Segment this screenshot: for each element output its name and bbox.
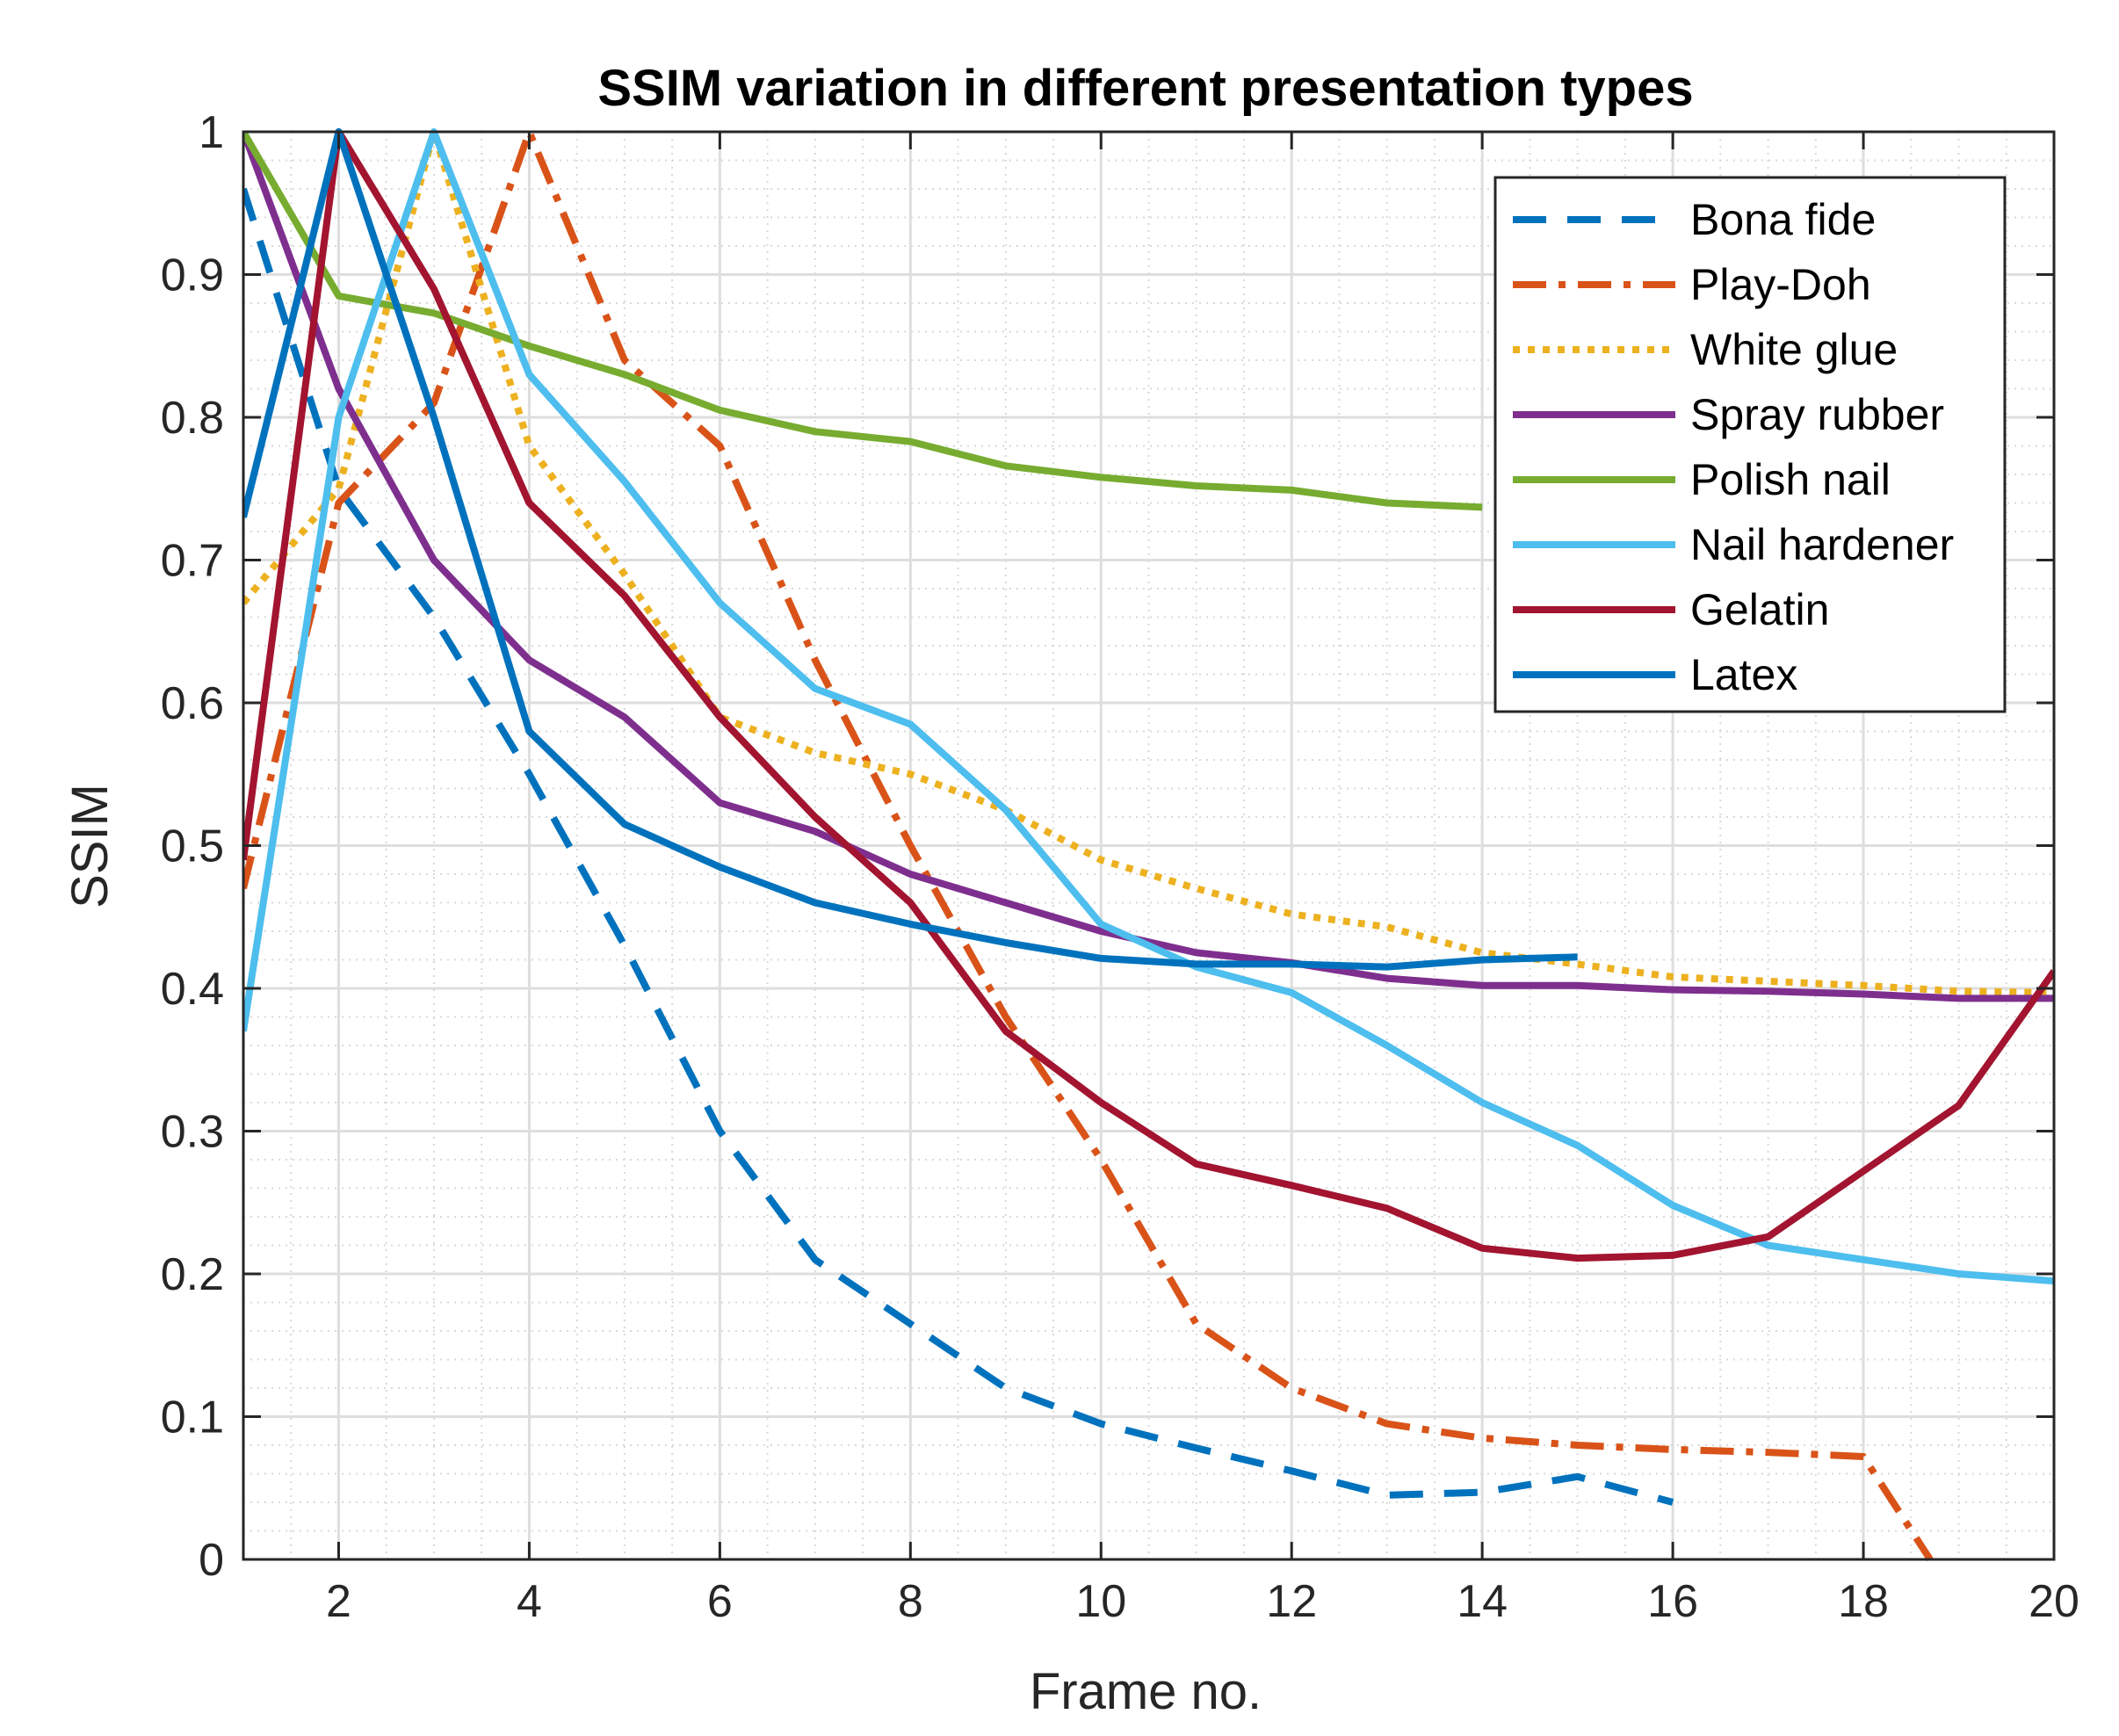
x-tick-label: 6 bbox=[707, 1576, 733, 1627]
legend-label-nail-hardener: Nail hardener bbox=[1690, 520, 1954, 569]
y-tick-label: 0.5 bbox=[161, 821, 224, 872]
series-line-latex bbox=[243, 128, 1578, 971]
y-axis-label: SSIM bbox=[61, 784, 119, 908]
series-line-gelatin bbox=[243, 128, 2054, 1262]
x-tick-label: 2 bbox=[326, 1576, 351, 1627]
x-axis-label: Frame no. bbox=[1030, 1663, 1262, 1720]
axis-ticks bbox=[243, 130, 2056, 1561]
legend: Bona fide Play-Doh White glue Spray rubber P… bbox=[1493, 176, 2007, 713]
legend-label-white-glue: White glue bbox=[1690, 325, 1898, 374]
y-tick-label: 0 bbox=[199, 1535, 224, 1586]
x-tick-label: 12 bbox=[1266, 1576, 1317, 1627]
x-tick-label: 10 bbox=[1075, 1576, 1126, 1627]
legend-label-gelatin: Gelatin bbox=[1690, 585, 1829, 634]
series-line-white-glue bbox=[243, 128, 2054, 996]
y-tick-label: 0.9 bbox=[161, 250, 224, 301]
chart-title: SSIM variation in different presentation… bbox=[597, 60, 1693, 117]
legend-label-latex: Latex bbox=[1690, 650, 1797, 699]
y-tick-label: 0.4 bbox=[161, 964, 224, 1015]
y-tick-label: 0.8 bbox=[161, 393, 224, 444]
legend-label-polish-nail: Polish nail bbox=[1690, 455, 1891, 504]
y-tick-label: 1 bbox=[199, 107, 224, 158]
legend-label-spray-rubber: Spray rubber bbox=[1690, 390, 1944, 439]
y-tick-label: 0.3 bbox=[161, 1107, 224, 1158]
x-tick-label: 18 bbox=[1838, 1576, 1889, 1627]
y-tick-label: 0.7 bbox=[161, 536, 224, 587]
x-tick-label: 8 bbox=[898, 1576, 923, 1627]
legend-label-bona-fide: Bona fide bbox=[1690, 195, 1876, 244]
x-tick-label: 16 bbox=[1647, 1576, 1698, 1627]
y-tick-labels: 0 0.1 0.2 0.3 0.4 0.5 0.6 0.7 0.8 0.9 1 bbox=[161, 107, 224, 1586]
legend-box bbox=[1493, 176, 2007, 713]
x-tick-labels: 2 4 6 8 10 12 14 16 18 20 bbox=[326, 1576, 2079, 1627]
y-tick-label: 0.1 bbox=[161, 1392, 224, 1443]
y-tick-label: 0.6 bbox=[161, 678, 224, 729]
x-tick-label: 14 bbox=[1457, 1576, 1508, 1627]
x-tick-label: 20 bbox=[2029, 1576, 2079, 1627]
legend-label-play-doh: Play-Doh bbox=[1690, 260, 1871, 309]
series-layer bbox=[243, 128, 2054, 1562]
y-tick-label: 0.2 bbox=[161, 1249, 224, 1300]
series-line-bona-fide bbox=[243, 187, 1674, 1506]
x-tick-label: 4 bbox=[517, 1576, 542, 1627]
